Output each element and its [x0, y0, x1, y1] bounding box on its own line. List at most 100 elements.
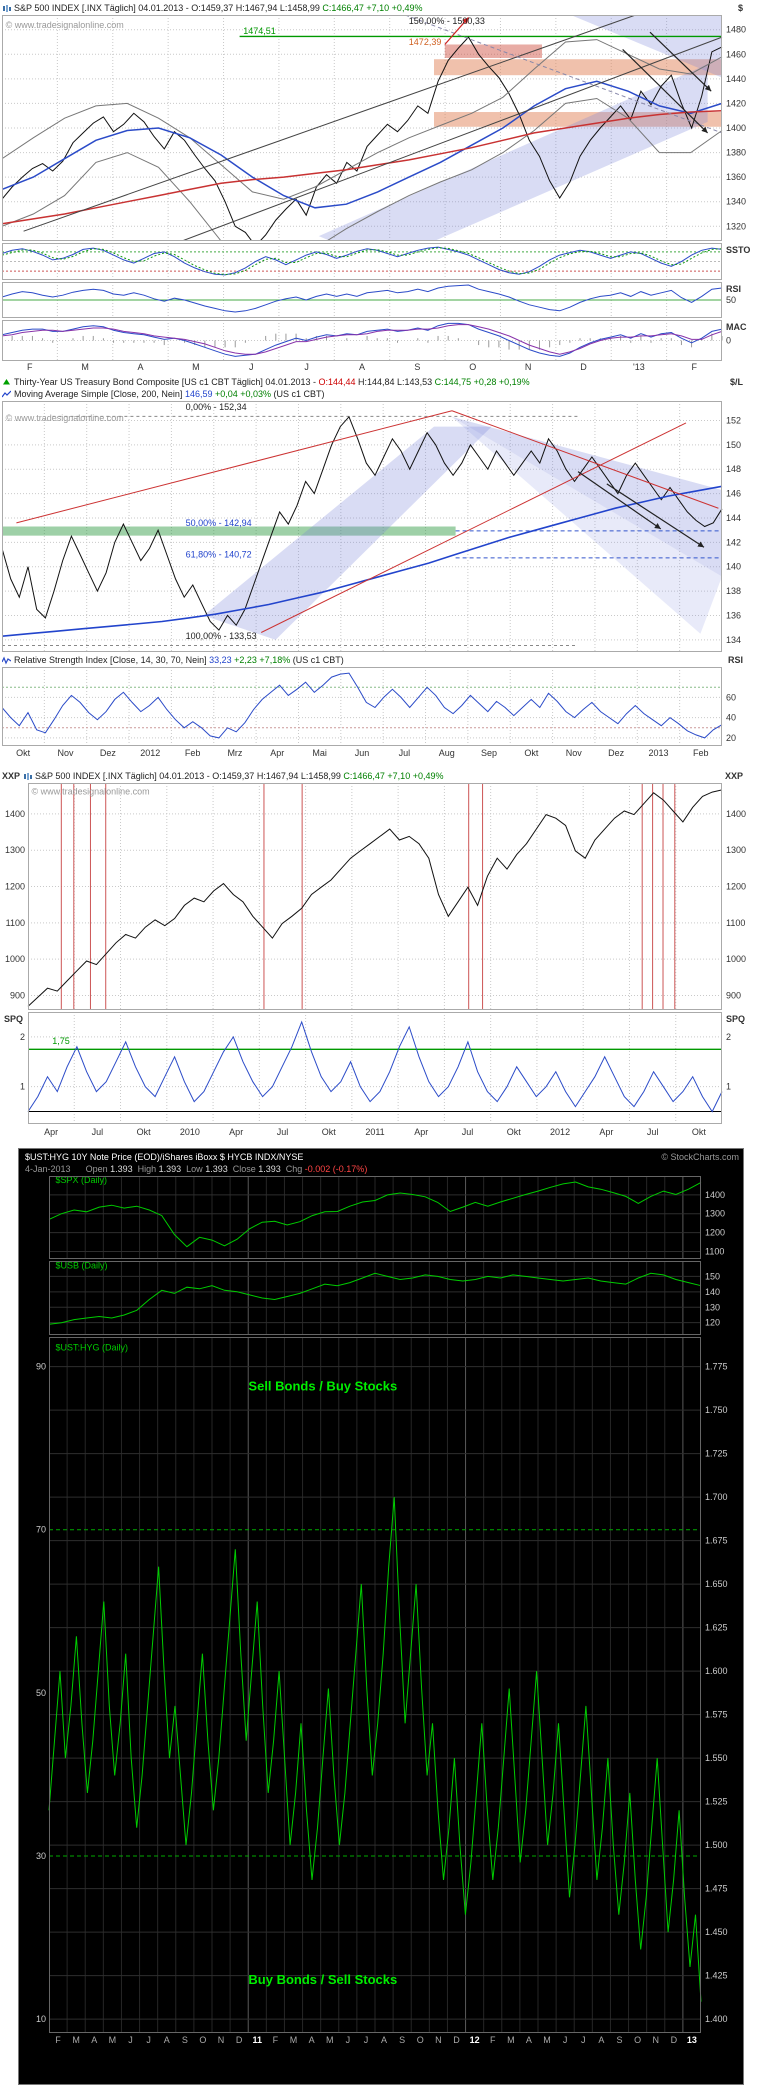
- bond-title: Thirty-Year US Treasury Bond Composite […: [14, 377, 530, 387]
- svg-text:150: 150: [705, 1271, 720, 1281]
- svg-text:0: 0: [726, 336, 731, 346]
- svg-text:50,00% - 142,94: 50,00% - 142,94: [186, 518, 252, 528]
- rsi-indicator-panel[interactable]: 50 RSI: [2, 282, 755, 318]
- x-tick-label: A: [91, 2035, 98, 2045]
- points-scale-unit-left: XXP: [2, 770, 21, 781]
- x-tick-label: J: [363, 2035, 369, 2045]
- x-tick-label: Okt: [524, 748, 539, 758]
- svg-text:Buy Bonds / Sell Stocks: Buy Bonds / Sell Stocks: [248, 1972, 397, 1987]
- x-tick-label: 2011: [365, 1127, 385, 1137]
- x-tick-label: Apr: [229, 1127, 244, 1137]
- svg-text:1400: 1400: [5, 809, 25, 819]
- sp500-daily-chart[interactable]: 1480 1460 1440 1420 1400 1380 1360 1340 1320 © ww…: [2, 15, 755, 241]
- x-tick-label: N: [217, 2035, 225, 2045]
- x-tick-label: Okt: [321, 1127, 336, 1137]
- spx-subchart[interactable]: 1400 1300 1200 1100 $SPX (Daily): [23, 1176, 741, 1259]
- x-tick-label: Feb: [693, 748, 709, 758]
- svg-text:90: 90: [36, 1362, 46, 1372]
- x-tick-label: J: [581, 2035, 586, 2045]
- svg-text:1200: 1200: [5, 882, 25, 892]
- x-tick-label: 2012: [550, 1127, 571, 1137]
- x-tick-label: Dez: [99, 748, 116, 758]
- ust-hyg-ratio-chart[interactable]: 1.775 1.750 1.725 1.700 1.675 1.650 1.625 1.600…: [23, 1337, 741, 2033]
- x-tick-label: Okt: [506, 1127, 521, 1137]
- svg-text:120: 120: [705, 1318, 720, 1328]
- svg-text:140: 140: [726, 562, 741, 572]
- svg-text:1380: 1380: [726, 148, 746, 158]
- bond-daily-chart[interactable]: 152 150 148 146 144 142 140 138 136 134 © www.trad…: [2, 401, 755, 652]
- stockcharts-xaxis: F M A M J J A S O N D 11 F M A M J J A S O N D 12 F M A M J J A S O N D 13: [49, 2035, 701, 2047]
- svg-text:1.600: 1.600: [705, 1666, 728, 1676]
- svg-text:© www.tradesignalonline.com: © www.tradesignalonline.com: [6, 20, 124, 30]
- svg-text:136: 136: [726, 610, 741, 620]
- svg-text:2: 2: [726, 1032, 731, 1042]
- svg-text:138: 138: [726, 586, 741, 596]
- svg-text:1472,39: 1472,39: [409, 37, 442, 47]
- sp500-weekly-xaxis: Apr Jul Okt 2010 Apr Jul Okt 2011 Apr Jul Okt 2012 A…: [28, 1127, 722, 1139]
- x-tick-label: Okt: [16, 748, 31, 758]
- svg-text:2: 2: [20, 1032, 25, 1042]
- x-tick-label: J: [128, 2035, 133, 2045]
- svg-text:50: 50: [36, 1688, 46, 1698]
- x-tick-label: F: [489, 2035, 496, 2045]
- svg-text:SPQ: SPQ: [726, 1014, 745, 1024]
- usb-subchart[interactable]: 150 140 130 120 $USB (Daily): [23, 1261, 741, 1335]
- svg-text:1300: 1300: [705, 1209, 725, 1219]
- svg-text:1.750: 1.750: [705, 1405, 728, 1415]
- x-tick-label: N: [652, 2035, 659, 2045]
- x-tick-label: F: [691, 362, 698, 372]
- x-tick-label: A: [525, 2035, 532, 2045]
- svg-text:RSI: RSI: [726, 284, 741, 294]
- svg-text:1100: 1100: [726, 918, 745, 928]
- spq-ratio-panel[interactable]: 2 2 1 1 1,75 SPQ SPQ: [2, 1012, 755, 1124]
- x-tick-label: Dez: [608, 748, 625, 758]
- x-tick-label: O: [469, 362, 477, 372]
- svg-text:© www.tradesignalonline.com: © www.tradesignalonline.com: [31, 786, 149, 796]
- sp500-daily-header: S&P 500 INDEX [.INX Täglich] 04.01.2013 …: [2, 2, 755, 14]
- x-tick-label: Jul: [276, 1127, 289, 1137]
- x-tick-label: Jul: [398, 748, 411, 758]
- svg-text:1474,51: 1474,51: [243, 26, 276, 36]
- svg-text:1.425: 1.425: [705, 1971, 728, 1981]
- x-tick-label: J: [562, 2035, 568, 2045]
- svg-text:61,80% - 140,72: 61,80% - 140,72: [186, 550, 252, 560]
- svg-text:$SPX (Daily): $SPX (Daily): [56, 1176, 108, 1185]
- x-tick-label: F: [272, 2035, 279, 2045]
- sp500-weekly-chart[interactable]: 1400 1400 1300 1300 1200 1200 1100 1100 1000 1000…: [2, 783, 755, 1010]
- bond-header: Thirty-Year US Treasury Bond Composite […: [2, 377, 755, 388]
- stockcharts-quote-row: 4-Jan-2013 Open 1.393 High 1.393 Low 1.3…: [25, 1164, 739, 1175]
- stockcharts-title-row: $UST:HYG 10Y Note Price (EOD)/iShares iB…: [25, 1152, 739, 1163]
- x-tick-label: 2010: [179, 1127, 200, 1137]
- svg-text:1200: 1200: [705, 1228, 725, 1238]
- x-tick-label: A: [308, 2035, 315, 2045]
- ssto-indicator-panel[interactable]: SSTO: [2, 243, 755, 280]
- svg-text:1400: 1400: [705, 1190, 725, 1200]
- x-tick-label: D: [235, 2035, 243, 2045]
- points-scale-unit-right: XXP: [724, 770, 743, 781]
- x-tick-label: N: [435, 2035, 442, 2045]
- svg-text:$USB (Daily): $USB (Daily): [56, 1261, 108, 1271]
- x-tick-label: J: [146, 2035, 151, 2045]
- bond-ma-title: Moving Average Simple [Close, 200, Nein]…: [14, 389, 325, 399]
- svg-text:1480: 1480: [726, 25, 746, 35]
- bond-rsi-chart[interactable]: 60 40 20: [2, 667, 755, 746]
- svg-text:1.475: 1.475: [705, 1884, 728, 1894]
- svg-text:1320: 1320: [726, 221, 746, 231]
- svg-text:Sell Bonds / Buy Stocks: Sell Bonds / Buy Stocks: [248, 1378, 397, 1393]
- svg-text:© www.tradesignalonline.com: © www.tradesignalonline.com: [6, 413, 124, 423]
- svg-text:60: 60: [726, 692, 736, 702]
- up-arrow-icon: [3, 379, 10, 385]
- x-tick-label: Nov: [57, 748, 74, 758]
- x-tick-label: Jul: [646, 1127, 659, 1137]
- svg-text:1200: 1200: [726, 882, 746, 892]
- x-tick-label: S: [181, 2035, 188, 2045]
- x-tick-label: J: [248, 362, 254, 372]
- svg-text:1.675: 1.675: [705, 1536, 728, 1546]
- svg-text:1: 1: [20, 1082, 25, 1092]
- macd-indicator-panel[interactable]: 0 MAC: [2, 320, 755, 361]
- svg-text:100,00% - 133,53: 100,00% - 133,53: [186, 631, 257, 641]
- x-tick-label: Apr: [270, 748, 285, 758]
- x-tick-label: J: [345, 2035, 351, 2045]
- svg-text:144: 144: [726, 513, 741, 523]
